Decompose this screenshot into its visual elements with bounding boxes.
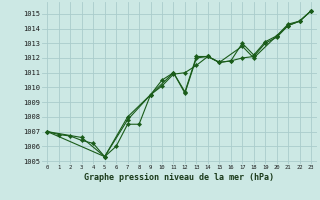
X-axis label: Graphe pression niveau de la mer (hPa): Graphe pression niveau de la mer (hPa) [84, 173, 274, 182]
